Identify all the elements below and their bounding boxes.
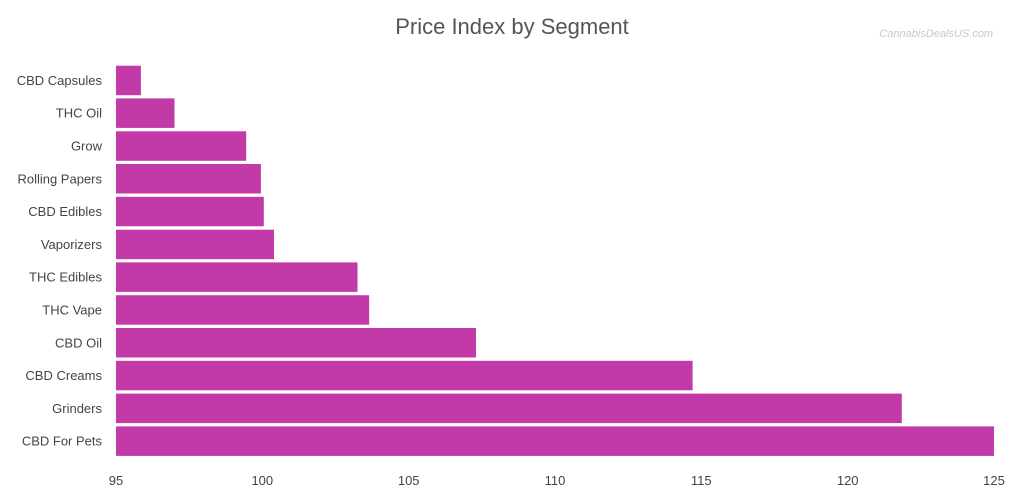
category-labels: CBD Capsules THC Oil Grow Rolling Papers CBD… — [17, 73, 103, 449]
bar-cbd-capsules — [116, 65, 141, 96]
category-label: CBD Creams — [25, 368, 102, 383]
chart-title: Price Index by Segment — [395, 14, 629, 39]
bar-thc-edibles — [116, 262, 358, 292]
category-label: Rolling Papers — [17, 171, 102, 186]
category-label: Grinders — [52, 401, 102, 416]
bar-rolling-papers — [116, 164, 261, 194]
category-label: Vaporizers — [41, 237, 103, 252]
category-label: THC Oil — [56, 106, 102, 121]
bar-thc-oil — [116, 98, 175, 128]
x-tick-label: 125 — [983, 473, 1005, 488]
x-tick-label: 115 — [691, 473, 712, 488]
bar-thc-vape — [116, 295, 370, 325]
bar-cbd-edibles — [116, 196, 264, 227]
bar-vaporizers — [116, 229, 274, 260]
bar-cbd-oil — [116, 328, 476, 358]
x-tick-label: 120 — [837, 473, 859, 488]
x-axis-ticks: 95 100 105 110 115 120 125 — [109, 473, 1005, 488]
category-label: CBD Edibles — [28, 204, 102, 219]
category-label: CBD Capsules — [17, 73, 103, 88]
bar-cbd-for-pets — [116, 426, 994, 456]
bar-grinders — [116, 393, 902, 424]
category-label: CBD For Pets — [22, 434, 103, 449]
bars-group — [116, 65, 994, 456]
bar-grow — [116, 131, 247, 161]
category-label: Grow — [71, 139, 103, 154]
x-tick-label: 105 — [398, 473, 420, 488]
category-label: THC Vape — [42, 303, 102, 318]
category-label: THC Edibles — [29, 270, 102, 285]
watermark: CannabisDealsUS.com — [879, 28, 993, 40]
bar-cbd-creams — [116, 360, 693, 391]
category-label: CBD Oil — [55, 335, 102, 350]
x-tick-label: 110 — [545, 473, 566, 488]
x-tick-label: 95 — [109, 473, 123, 488]
x-tick-label: 100 — [251, 473, 273, 488]
